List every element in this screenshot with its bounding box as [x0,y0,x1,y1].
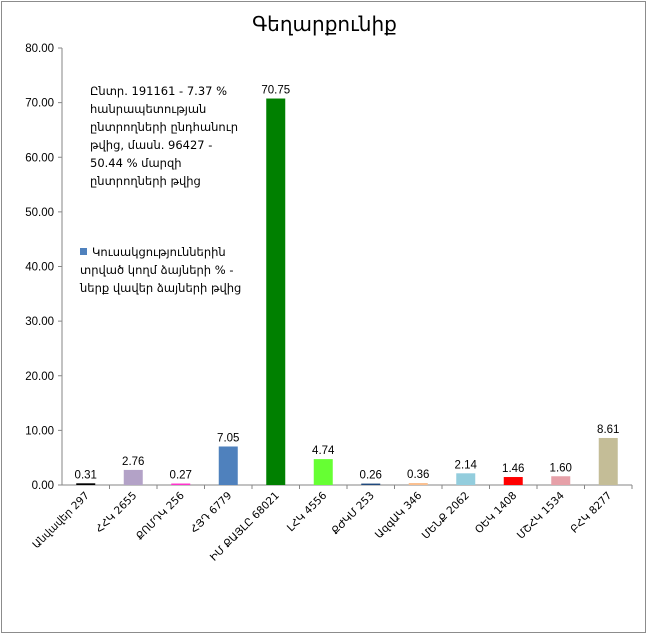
data-label: 0.27 [170,470,192,482]
data-label: 2.14 [455,459,478,471]
bar [408,483,428,485]
data-label: 8.61 [597,424,619,436]
data-label: 4.74 [312,445,335,457]
y-tick-label: 70.00 [25,98,54,110]
category-label: ՄՇՀԿ 1534 [515,489,567,541]
y-tick-label: 50.00 [25,207,54,219]
legend: Կուսակցություններին տրված կողմ ձայների %… [80,243,255,297]
category-label: ՀՅԴ 6779 [188,490,234,536]
category-label: ԼՀԿ 4556 [285,489,330,534]
data-label: 1.46 [502,463,524,475]
data-label: 0.26 [360,470,382,482]
chart-annotation: Ընտր. 191161 - 7.37 % հանրապետության ընտ… [90,84,239,188]
category-label: ԲՀԿ 8277 [568,490,614,536]
chart-title: Գեղարքունիք [252,12,397,36]
y-tick-label: 40.00 [25,262,54,274]
bar [503,477,523,485]
data-label: 2.76 [122,456,144,468]
category-label: Անվավեր 297 [30,490,91,551]
bar [171,483,191,485]
y-tick-label: 80.00 [25,43,54,55]
data-label: 7.05 [217,432,239,444]
y-tick-label: 10.00 [25,425,54,437]
y-tick-label: 30.00 [25,316,54,328]
y-tick-label: 60.00 [25,152,54,164]
data-label: 70.75 [261,85,290,97]
bar [313,459,333,485]
bar [551,476,571,485]
bar [76,483,96,485]
category-label: ՔՈՄԴԿ 256 [134,489,187,542]
legend-label: Կուսակցություններին տրված կողմ ձայների %… [80,245,242,295]
category-label: ՀՀԿ 2655 [94,490,140,536]
data-label: 0.31 [75,469,97,481]
category-label: ՔԺԿՄ 253 [329,490,377,538]
category-label: ՄԵՆՔ 2062 [420,490,472,542]
data-label: 1.60 [550,462,572,474]
bar [456,473,476,485]
legend-swatch [80,248,87,255]
y-tick-label: 20.00 [25,371,54,383]
category-label: ՕԵԿ 1408 [473,490,519,536]
bar [598,437,618,485]
category-label: ԱզգԱԿ 346 [373,489,425,541]
bar [123,469,143,485]
bar [218,446,238,485]
bar [266,98,286,485]
bar [361,483,381,485]
y-tick-label: 0.00 [32,480,54,492]
data-label: 0.36 [407,469,429,481]
